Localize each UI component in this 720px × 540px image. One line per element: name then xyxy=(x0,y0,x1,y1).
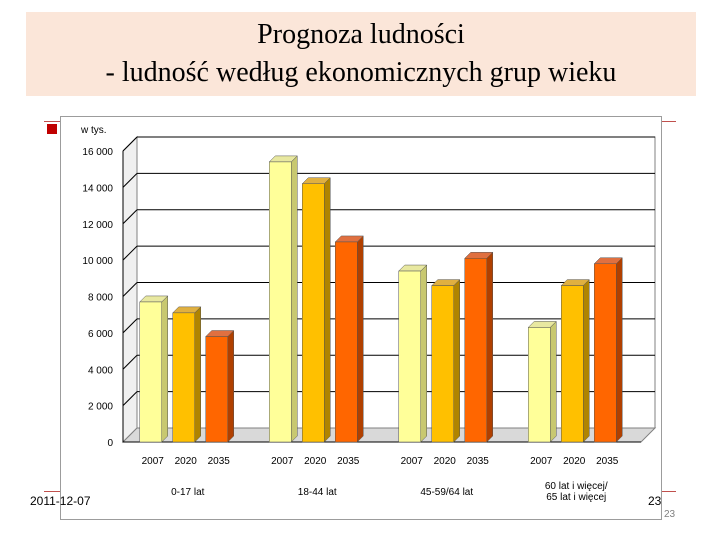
x-tick-label: 2007 xyxy=(530,456,553,467)
bar-side xyxy=(453,278,460,443)
gridline-diagonal xyxy=(122,209,138,225)
bar-side xyxy=(420,264,427,443)
y-tick-label: 16 000 xyxy=(82,147,113,158)
y-tick-label: 0 xyxy=(107,438,113,449)
bar-chart: 0 2 000 4 000 6 000 8 000 10 000 12 000 14 000 1… xyxy=(80,125,657,503)
bar-side xyxy=(550,320,557,443)
bar-side xyxy=(324,177,331,443)
bar xyxy=(302,183,325,443)
bar-side xyxy=(616,257,623,443)
bar xyxy=(205,336,228,443)
bar xyxy=(431,285,454,443)
group-label: 45-59/64 lat xyxy=(420,487,473,498)
y-tick-label: 12 000 xyxy=(82,220,113,231)
x-tick-label: 2035 xyxy=(467,456,490,467)
chart-container: 0 2 000 4 000 6 000 8 000 10 000 12 000 14 000 1… xyxy=(60,116,662,520)
gridline-diagonal xyxy=(122,245,138,261)
x-tick-label: 2020 xyxy=(304,456,327,467)
bar-side xyxy=(227,329,234,443)
x-tick-label: 2035 xyxy=(208,456,231,467)
x-tick-label: 2035 xyxy=(596,456,619,467)
bar-side xyxy=(583,278,590,443)
footer-date: 2011-12-07 xyxy=(30,494,91,508)
bar xyxy=(172,312,195,443)
bar xyxy=(139,301,162,443)
y-tick-label: 8 000 xyxy=(88,293,113,304)
group-label: 0-17 lat xyxy=(171,487,205,498)
unit-label: w tys. xyxy=(80,125,107,136)
gridline-diagonal xyxy=(122,391,138,406)
y-tick-label: 6 000 xyxy=(88,329,113,340)
y-tick-label: 14 000 xyxy=(82,183,113,194)
bar xyxy=(528,327,551,443)
gridline-diagonal xyxy=(122,354,138,370)
bar xyxy=(464,258,487,443)
slide-title-line1: Prognoza ludności xyxy=(257,19,465,50)
bar-side xyxy=(291,155,298,443)
group-label: 18-44 lat xyxy=(298,487,337,498)
y-tick-label: 4 000 xyxy=(88,365,113,376)
slide-title-line2: - ludność według ekonomicznych grup wiek… xyxy=(105,57,617,88)
group-label: 65 lat i więcej xyxy=(546,492,606,503)
x-tick-label: 2020 xyxy=(434,456,457,467)
page-number: 23 xyxy=(648,494,662,508)
bar xyxy=(335,241,358,443)
bar xyxy=(269,161,292,443)
y-tick-label: 10 000 xyxy=(82,256,113,267)
group-label: 60 lat i więcej/ xyxy=(545,481,608,492)
x-tick-label: 2007 xyxy=(142,456,165,467)
gridline-diagonal xyxy=(122,136,138,152)
bar-side xyxy=(357,235,364,443)
bar xyxy=(398,270,421,443)
bar-side xyxy=(486,251,493,443)
gridline-diagonal xyxy=(122,318,138,334)
page-number-small: 23 xyxy=(664,509,676,520)
title-band xyxy=(26,12,696,96)
x-tick-label: 2020 xyxy=(563,456,586,467)
x-tick-label: 2007 xyxy=(271,456,294,467)
gridline-diagonal xyxy=(122,173,138,188)
gridline-diagonal xyxy=(122,282,138,297)
bar-side xyxy=(194,306,201,443)
x-tick-label: 2020 xyxy=(175,456,198,467)
x-tick-label: 2007 xyxy=(401,456,424,467)
bullet-square xyxy=(47,124,57,134)
bar-side xyxy=(161,295,168,443)
x-tick-label: 2035 xyxy=(337,456,360,467)
bar xyxy=(561,285,584,443)
bar xyxy=(594,263,617,443)
y-tick-label: 2 000 xyxy=(88,402,113,413)
